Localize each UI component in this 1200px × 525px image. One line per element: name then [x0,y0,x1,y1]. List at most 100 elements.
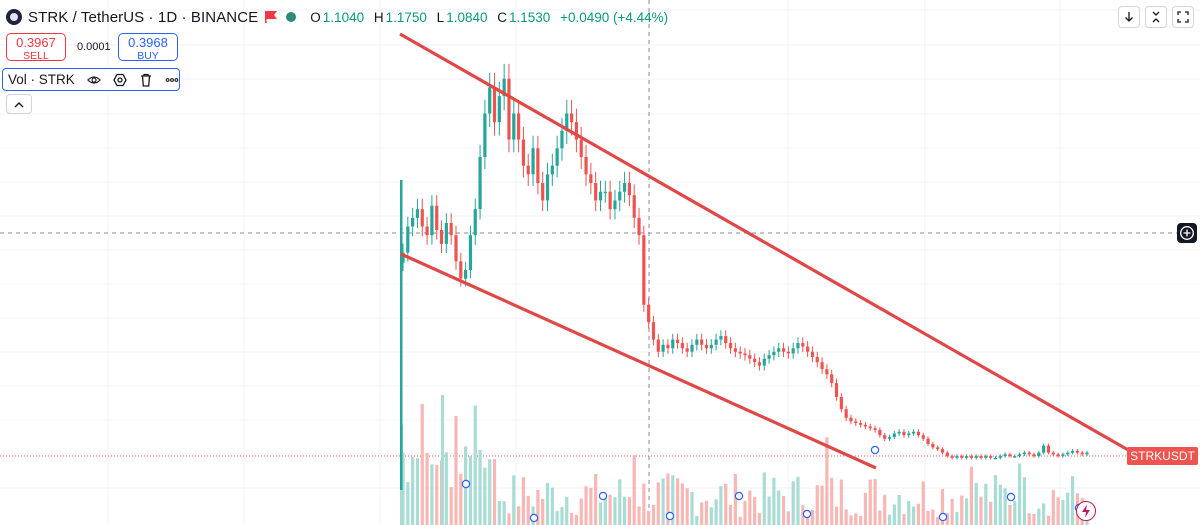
volume-bar [473,405,477,525]
sell-button[interactable]: 0.3967 SELL [6,33,66,62]
flag-icon[interactable] [264,10,278,24]
volume-bar [926,510,930,525]
candle-body [1066,452,1070,455]
lower-trendline[interactable] [400,252,877,470]
maximize-button[interactable] [1172,6,1194,28]
volume-bar [748,490,752,525]
volume-bar [444,452,448,525]
candle-body [815,356,819,363]
candle-body [786,351,790,354]
volume-indicator-legend[interactable]: Vol · STRK [2,68,180,91]
candle-body [671,339,675,349]
candle-body [420,209,424,227]
candle-body [960,456,964,458]
add-alert-button[interactable] [1177,223,1197,243]
candle-body [517,113,521,140]
upper-trendline[interactable] [399,32,1131,453]
scroll-down-button[interactable] [1118,6,1140,28]
event-marker [802,509,812,519]
volume-bar [733,473,737,525]
volume-bar [854,513,858,525]
volume-bar [441,395,444,525]
fullscreen-button[interactable] [1145,6,1167,28]
candle-body [806,346,810,352]
candle-body [1022,452,1026,455]
volume-bar [883,494,887,525]
volume-bar [704,500,709,525]
high-label: H [373,9,384,25]
candle-body [502,78,506,97]
candle-body [979,456,983,458]
candle-body [401,252,405,263]
collapse-legend-button[interactable] [6,94,32,114]
event-marker [1006,492,1016,502]
volume-bar [569,512,574,525]
candle-body [618,191,622,201]
candle-body [762,358,766,366]
candle-body [892,433,896,437]
volume-bar [830,477,834,525]
candle-body [1013,456,1017,458]
change-value: +0.0490 (+4.44%) [560,9,669,25]
candle-body [1037,452,1041,457]
volume-bar [420,404,424,525]
candle-body [940,449,945,453]
candle-body [704,344,709,349]
volume-bar [521,477,526,525]
candle-body [998,456,1002,458]
volume-bar [892,504,896,525]
candle-body [603,191,607,194]
plus-circle-icon [1180,226,1194,240]
candle-body [926,438,930,444]
volume-bar [550,487,554,525]
symbol-title[interactable]: STRK / TetherUS · 1D · BINANCE [28,8,259,26]
volume-bar [955,512,959,525]
volume-bar [1061,500,1065,525]
volume-bar [921,481,925,525]
candle-body [695,339,699,345]
candle-body [647,304,651,323]
volume-bar [497,501,501,525]
buy-button[interactable]: 0.3968 BUY [118,33,178,62]
volume-bar [1042,503,1046,525]
buy-price: 0.3968 [128,35,168,50]
volume-bar [1003,488,1007,525]
volume-bar [502,501,506,525]
volume-bar [863,492,868,525]
volume-bar [430,464,434,525]
volume-bar [579,498,583,525]
volume-bar [449,487,453,525]
open-label: O [310,9,321,25]
candle-body [801,343,805,347]
candle-body [464,270,468,279]
candle-body [627,183,631,196]
lightning-icon[interactable] [1076,501,1096,521]
volume-bar [1013,500,1017,525]
volume-bar [859,516,863,525]
candle-body [545,174,550,201]
volume-bar [680,483,684,525]
volume-bar [887,514,892,525]
settings-icon[interactable] [113,73,127,87]
candle-body [690,344,694,352]
ohlc-values: O 1.1040 H 1.1750 L 1.0840 C 1.1530 +0.0490 … [310,10,668,25]
candle-body [700,339,704,345]
eye-icon[interactable] [86,73,101,87]
candle-body [984,456,988,458]
spread-value: 0.0001 [77,41,111,53]
volume-bar [815,485,819,525]
volume-bar [801,505,805,525]
volume-bar [685,488,689,525]
candle-body [820,362,824,370]
candle-body [931,443,935,448]
candle-body [1046,445,1051,453]
candle-body [666,344,670,349]
volume-bar [762,472,766,525]
candle-body [656,339,660,352]
trash-icon[interactable] [139,73,153,87]
volume-bar [810,510,815,525]
volume-bar [1027,513,1031,525]
more-icon[interactable] [165,73,179,87]
